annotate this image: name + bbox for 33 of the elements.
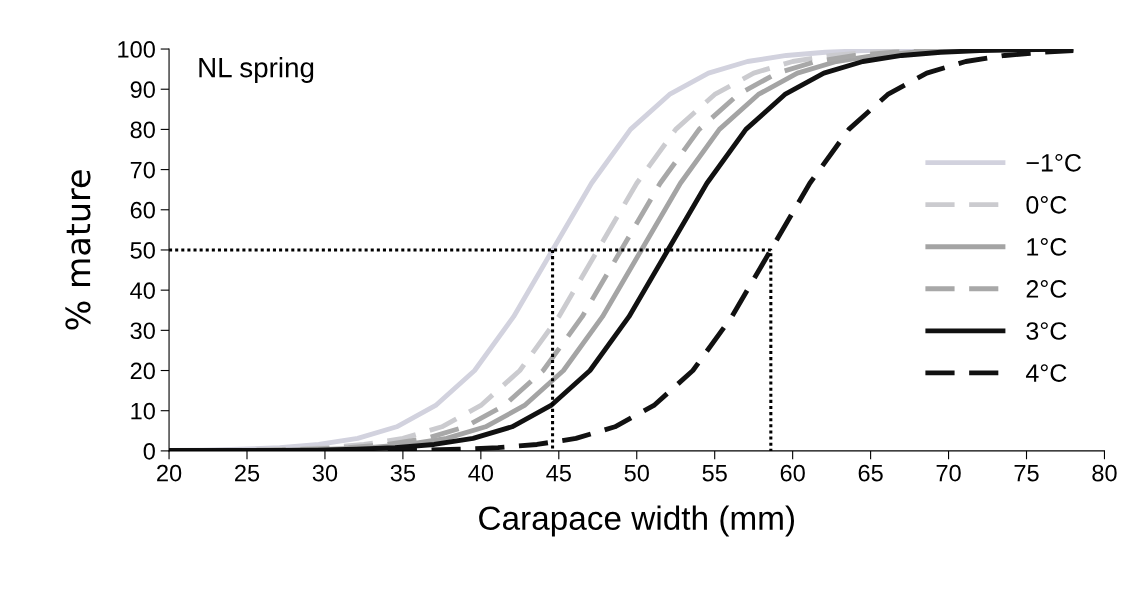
y-tick-label: 40 [130,282,155,299]
y-tick-label: 20 [130,362,155,380]
y-tick-label: 90 [130,81,155,99]
legend-label: 4°C [1025,364,1067,382]
legend-label: 3°C [1026,322,1067,340]
x-tick-label: 70 [936,464,961,482]
x-tick-label: 35 [390,464,416,482]
y-tick-label: 60 [130,201,155,219]
y-tick-label: 10 [131,402,155,420]
x-tick-label: 45 [546,464,571,482]
y-tick-label: 100 [118,41,155,58]
x-tick-label: 65 [858,464,883,482]
y-tick-label: 80 [130,121,155,139]
legend-label: 1°C [1027,238,1067,256]
chart-title: NL spring [199,57,314,83]
y-tick-label: 30 [130,322,155,340]
x-tick-label: 40 [468,464,494,482]
x-tick-label: 20 [157,464,182,482]
legend-label: 0°C [1026,195,1067,214]
x-tick-label: 60 [780,464,805,482]
x-tick-label: 25 [235,464,260,482]
y-tick-label: 50 [130,242,155,259]
y-tick-label: 0 [143,442,155,460]
x-tick-label: 75 [1014,464,1039,482]
x-tick-label: 50 [624,464,649,482]
y-tick-label: 70 [130,161,155,179]
x-tick-label: 55 [702,464,727,482]
x-tick-label: 30 [312,464,338,482]
legend-label: 2°C [1026,280,1067,298]
x-axis-title: Carapace width (mm) [479,505,794,537]
y-axis-title: % mature [65,170,91,330]
x-tick-label: 80 [1092,464,1117,482]
legend-label: −1°C [1026,153,1082,172]
